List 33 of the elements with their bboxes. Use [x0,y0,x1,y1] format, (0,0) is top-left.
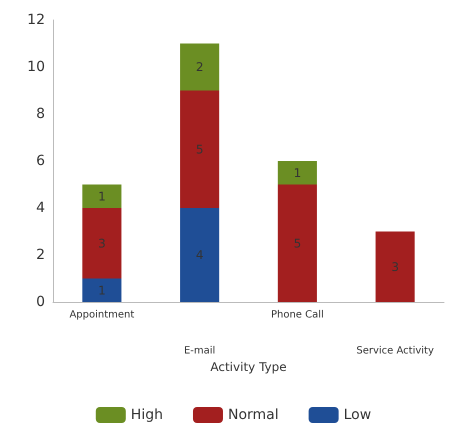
data-label: 4 [196,248,204,262]
x-tick-label: Phone Call [270,310,324,320]
bar [82,278,122,302]
legend-label: Normal [228,407,279,423]
data-label: 3 [391,260,399,274]
bar [278,184,317,302]
bar [180,90,220,208]
y-tick-label: 8 [36,106,45,122]
y-tick-label: 2 [36,247,45,263]
bar [180,208,220,302]
data-label: 2 [196,60,204,74]
data-label: 3 [98,236,106,250]
y-tick-label: 10 [27,59,45,75]
x-axis-title: Activity Type [210,360,287,374]
legend-label: Low [344,407,372,423]
bar [82,208,122,278]
y-tick-label: 12 [27,12,45,28]
y-tick-label: 4 [36,200,46,216]
x-tick-label: E-mail [184,346,216,356]
data-label: 1 [294,166,302,180]
data-label: 5 [294,236,302,250]
x-tick-label: Appointment [69,310,134,320]
bar [278,161,317,184]
legend-label: High [130,407,163,423]
data-label: 1 [98,189,106,204]
bar [180,44,220,90]
y-tick-label: 0 [36,294,45,310]
bar [82,184,122,208]
data-label: 1 [98,283,106,298]
bar [376,232,415,302]
x-tick-label: Service Activity [356,346,434,356]
y-tick-label: 6 [36,153,46,169]
data-label: 5 [196,142,204,156]
